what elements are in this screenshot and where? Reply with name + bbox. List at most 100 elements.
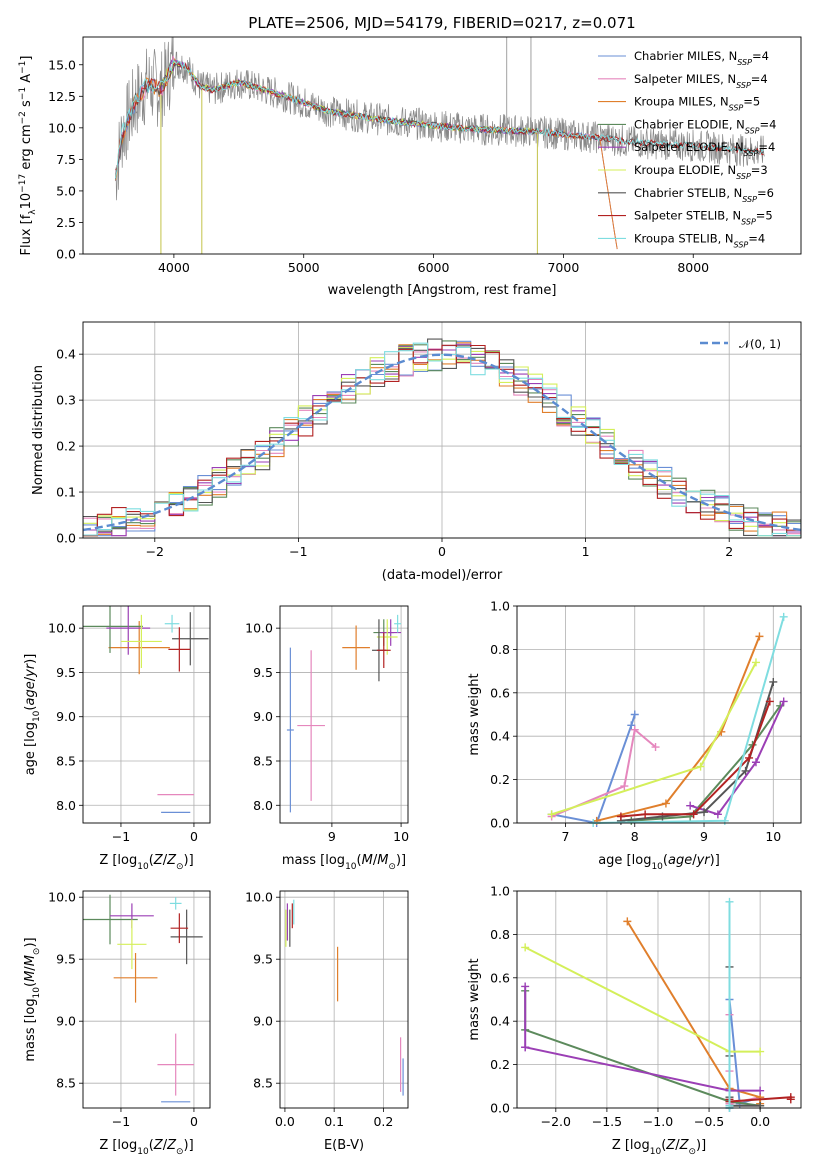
x-tick-label: −1 <box>289 544 307 559</box>
x-tick-label: 2 <box>725 544 733 559</box>
weight_vs_Z-panel: −2.0 −1.5 −1.0 −0.5 0.0 0.0 0.2 0.4 0.6 0.8 1.0 Z [… <box>467 884 802 1157</box>
y-tick-label: 9.5 <box>56 952 76 967</box>
weight_vs_age-panel: 7 8 9 10 0.0 0.2 0.4 0.6 0.8 1.0 age [log10(age/yr… <box>467 599 802 872</box>
weight-marker <box>696 762 705 771</box>
weight-line <box>728 999 761 1108</box>
legend-entry: Salpeter STELIB, NSSP=5 <box>634 209 773 227</box>
model-spectrum-line <box>115 55 618 250</box>
weight-marker <box>686 801 695 810</box>
weight-marker <box>779 697 788 706</box>
y-tick-label: 0.6 <box>490 970 510 985</box>
y-tick-label: 15.0 <box>48 57 76 72</box>
spectrum-panel: 4000 5000 6000 7000 8000 0.0 2.5 5.0 7.5 10.0 12.5… <box>18 36 802 298</box>
model-spectrum-line <box>115 58 618 250</box>
x-tick-label: 8000 <box>677 260 709 275</box>
y-tick-label: 0.2 <box>56 439 76 454</box>
weight-marker <box>547 810 556 819</box>
y-tick-label: 0.0 <box>56 247 76 262</box>
x-tick-label: 0.1 <box>324 1114 344 1129</box>
x-tick-label: 7 <box>562 829 570 844</box>
weight-line <box>626 920 762 1104</box>
errorbar-point <box>106 606 151 655</box>
x-tick-label: −2 <box>146 544 164 559</box>
x-tick-label: −1 <box>112 1114 130 1129</box>
y-tick-label: 9.5 <box>253 665 273 680</box>
axes-frame <box>279 605 409 824</box>
model-spectrum-line <box>115 58 618 250</box>
x-tick-label: 7000 <box>547 260 579 275</box>
y-tick-label: 0.4 <box>490 1014 510 1029</box>
model-spectrum-line <box>115 60 764 179</box>
axes-frame <box>279 890 409 1109</box>
y-tick-label: 8.5 <box>56 1076 76 1091</box>
y-tick-label: 8.0 <box>253 798 273 813</box>
x-tick-label: 0 <box>190 829 198 844</box>
weight-marker <box>765 697 774 706</box>
weight-marker <box>745 753 754 762</box>
weight-line <box>631 705 782 822</box>
x-tick-label: 6000 <box>418 260 450 275</box>
x-tick-label: −1.5 <box>592 1114 622 1129</box>
x-axis-label: Z [log10(Z/Z⊙)] <box>99 853 193 872</box>
legend-entry: Salpeter ELODIE, NSSP=4 <box>634 140 775 158</box>
y-tick-label: 0.0 <box>490 816 510 831</box>
normal-reference-curve <box>82 353 802 532</box>
y-tick-label: 10.0 <box>245 621 273 636</box>
y-axis-label: Flux [fλ10−17 erg cm−2 s−1 A−1] <box>18 56 38 256</box>
y-tick-label: 0.8 <box>490 927 510 942</box>
y-tick-label: 0.2 <box>490 772 510 787</box>
x-axis-label: mass [log10(M/M⊙)] <box>282 853 406 872</box>
x-axis-label: Z [log10(Z/Z⊙)] <box>612 1138 706 1157</box>
x-tick-label: 9 <box>328 829 336 844</box>
y-tick-label: 9.5 <box>253 952 273 967</box>
x-axis-label: E(B-V) <box>324 1138 364 1153</box>
mass_vs_Z-panel: −1 0 8.5 9.0 9.5 10.0 Z [log10(Z/Z⊙)] mass [log… <box>23 890 211 1157</box>
y-tick-label: 10.0 <box>48 621 76 636</box>
y-tick-label: 0.0 <box>490 1101 510 1116</box>
errorbar-point <box>120 614 162 668</box>
y-tick-label: 10.0 <box>48 120 76 135</box>
x-tick-label: 10 <box>765 829 781 844</box>
y-tick-label: 10.0 <box>48 890 76 905</box>
y-tick-label: 0.2 <box>490 1057 510 1072</box>
errorbar-point <box>170 913 189 944</box>
x-axis-label: (data-model)/error <box>382 568 503 583</box>
x-tick-label: −0.5 <box>694 1114 724 1129</box>
weight-marker <box>689 810 698 819</box>
y-tick-label: 7.5 <box>56 152 76 167</box>
age_vs_mass-panel: 9 10 8.0 8.5 9.0 9.5 10.0 mass [log10(M/M⊙)] <box>245 605 409 872</box>
errorbar-point <box>168 627 191 672</box>
weight-marker <box>651 743 660 752</box>
weight-marker <box>741 766 750 775</box>
legend-entry: Chabrier MILES, NSSP=4 <box>634 49 769 67</box>
axes-frame <box>516 890 802 1109</box>
errorbar-point <box>376 632 391 668</box>
weight-marker <box>661 799 670 808</box>
x-tick-label: 0 <box>438 544 446 559</box>
legend-entry: 𝒩(0, 1) <box>739 337 781 351</box>
weight-marker <box>521 1043 530 1052</box>
x-tick-label: −1.0 <box>643 1114 673 1129</box>
spectrum-legend: Chabrier MILES, NSSP=4 Salpeter MILES, NS… <box>598 49 776 249</box>
y-tick-label: 2.5 <box>56 215 76 230</box>
y-tick-label: 9.0 <box>56 1014 76 1029</box>
y-tick-label: 9.0 <box>56 709 76 724</box>
x-tick-label: 0.0 <box>275 1114 295 1129</box>
y-tick-label: 9.0 <box>253 709 273 724</box>
y-tick-label: 0.6 <box>490 685 510 700</box>
y-tick-label: 8.0 <box>56 798 76 813</box>
weight-marker <box>751 758 760 767</box>
weight-line <box>596 636 761 822</box>
weight-marker <box>779 612 788 621</box>
weight-marker <box>630 725 639 734</box>
x-tick-label: −2.0 <box>541 1114 571 1129</box>
y-tick-label: 0.0 <box>56 531 76 546</box>
axes-frame <box>516 605 802 824</box>
errorbar-point <box>108 621 170 675</box>
x-tick-label: 0.2 <box>373 1114 393 1129</box>
y-tick-label: 0.4 <box>56 347 76 362</box>
errorbar-point <box>164 614 180 633</box>
residual-histogram <box>83 344 801 537</box>
errorbar-point <box>157 1033 194 1096</box>
